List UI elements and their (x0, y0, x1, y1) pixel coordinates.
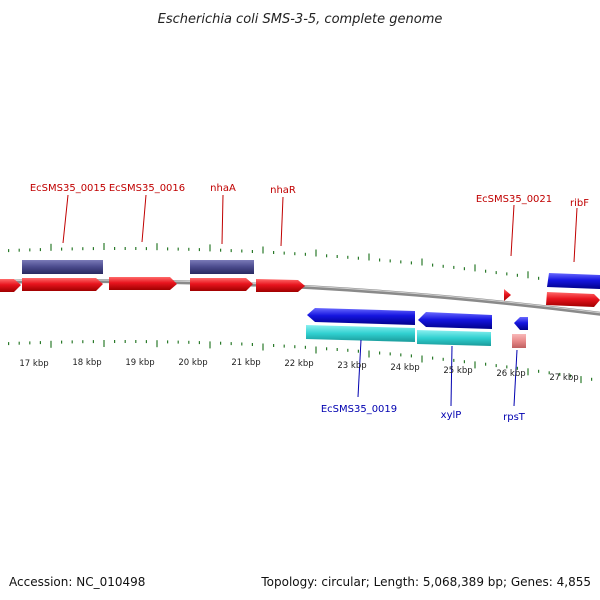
kbp-label: 17 kbp (19, 359, 48, 369)
gene-label[interactable]: EcSMS35_0016 (109, 183, 185, 194)
cds-arrow[interactable] (0, 279, 21, 292)
kbp-label: 24 kbp (390, 363, 419, 373)
gene-label[interactable]: EcSMS35_0021 (476, 194, 552, 205)
cds-arrow[interactable] (504, 289, 511, 301)
gene-label[interactable]: rpsT (503, 412, 526, 423)
gene-label[interactable]: EcSMS35_0015 (30, 183, 106, 194)
kbp-label: 23 kbp (337, 361, 366, 371)
cds-arrow[interactable] (307, 308, 415, 325)
gene-label[interactable]: nhaR (270, 185, 296, 196)
gene-label[interactable]: EcSMS35_0019 (321, 404, 397, 415)
gene-label[interactable]: ribF (570, 198, 589, 209)
scale-labels: 17 kbp 18 kbp 19 kbp 20 kbp 21 kbp 22 kb… (19, 358, 578, 383)
label-leaders (62, 194, 578, 407)
forward-features (0, 260, 600, 307)
gene-block[interactable] (306, 325, 415, 342)
tick-row-top (8, 243, 593, 288)
gene-labels: EcSMS35_0015 EcSMS35_0016 nhaA nhaR EcSM… (30, 183, 589, 423)
rna-block[interactable] (512, 334, 526, 348)
genome-summary-text: Topology: circular; Length: 5,068,389 bp… (260, 575, 591, 589)
kbp-label: 20 kbp (178, 358, 207, 368)
map-title: Escherichia coli SMS-3-5, complete genom… (158, 12, 443, 27)
gene-label[interactable]: xylP (441, 410, 462, 421)
kbp-label: 19 kbp (125, 358, 154, 368)
gene-block[interactable] (190, 260, 254, 274)
gene-block[interactable] (22, 260, 103, 274)
tick-row-bottom (8, 340, 593, 384)
accession-text: Accession: NC_010498 (9, 575, 145, 589)
cds-arrow[interactable] (514, 317, 528, 330)
cds-arrow[interactable] (109, 277, 177, 290)
kbp-label: 27 kbp (549, 373, 578, 383)
kbp-label: 18 kbp (72, 358, 101, 368)
cds-arrow[interactable] (546, 292, 600, 307)
kbp-label: 21 kbp (231, 358, 260, 368)
reverse-features (306, 308, 528, 348)
cds-arrow[interactable] (256, 279, 305, 292)
gene-block[interactable] (417, 330, 491, 346)
cds-arrow[interactable] (418, 312, 492, 329)
kbp-label: 26 kbp (496, 369, 525, 379)
cds-arrow[interactable] (190, 278, 253, 291)
cds-arrow[interactable] (547, 273, 600, 289)
kbp-label: 25 kbp (443, 366, 472, 376)
cds-arrow[interactable] (22, 278, 103, 291)
gene-label[interactable]: nhaA (210, 183, 236, 194)
kbp-label: 22 kbp (284, 359, 313, 369)
